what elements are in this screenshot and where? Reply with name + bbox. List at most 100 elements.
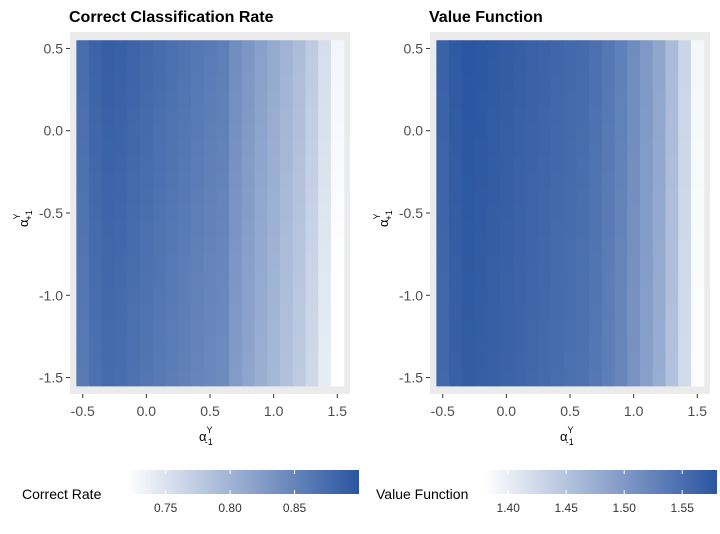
heatmap-tile	[216, 287, 230, 305]
heatmap-tile	[652, 73, 667, 91]
heatmap-tile	[267, 138, 281, 156]
heatmap-tile	[436, 369, 450, 387]
heatmap-tile	[678, 56, 692, 74]
heatmap-tile	[449, 171, 463, 189]
heatmap-tiles	[76, 40, 345, 387]
heatmap-tile	[241, 171, 256, 189]
heatmap-tile	[474, 106, 488, 124]
heatmap-tile	[563, 155, 577, 173]
heatmap-tile	[652, 89, 667, 107]
heatmap-tile	[280, 287, 294, 305]
heatmap-tile	[576, 40, 590, 58]
heatmap-tile	[76, 336, 90, 354]
heatmap-tile	[203, 106, 217, 124]
heatmap-tile	[127, 89, 141, 107]
heatmap-tile	[640, 319, 654, 337]
heatmap-tile	[165, 122, 179, 140]
heatmap-tile	[152, 303, 167, 321]
heatmap-tile	[165, 221, 179, 239]
heatmap-tiles	[436, 40, 705, 387]
legend-tick-label: 0.85	[283, 501, 307, 515]
heatmap-tile	[589, 287, 603, 305]
heatmap-tile	[525, 254, 539, 272]
panel-title: Value Function	[429, 9, 543, 26]
heatmap-tile	[241, 89, 256, 107]
heatmap-tile	[640, 56, 654, 74]
y-tick-label: -1.5	[399, 370, 423, 386]
heatmap-tile	[152, 188, 167, 206]
heatmap-tile	[601, 369, 616, 387]
heatmap-tile	[449, 319, 463, 337]
heatmap-tile	[140, 287, 154, 305]
x-tick-label: 0.5	[560, 403, 580, 419]
heatmap-tile	[627, 221, 641, 239]
heatmap-tile	[640, 287, 654, 305]
heatmap-tile	[589, 171, 603, 189]
heatmap-tile	[305, 254, 319, 272]
heatmap-tile	[89, 204, 103, 222]
heatmap-tile	[589, 221, 603, 239]
heatmap-tile	[165, 254, 179, 272]
heatmap-tile	[449, 254, 463, 272]
heatmap-tile	[127, 73, 141, 91]
heatmap-tile	[487, 352, 501, 370]
heatmap-tile	[101, 188, 116, 206]
heatmap-tile	[640, 303, 654, 321]
heatmap-tile	[525, 237, 539, 255]
heatmap-tile	[449, 89, 463, 107]
heatmap-tile	[305, 369, 319, 387]
heatmap-tile	[114, 171, 128, 189]
heatmap-tile	[474, 336, 488, 354]
heatmap-tile	[127, 254, 141, 272]
heatmap-tile	[652, 237, 667, 255]
heatmap-tile	[640, 188, 654, 206]
heatmap-tile	[292, 254, 307, 272]
heatmap-tile	[449, 287, 463, 305]
heatmap-tile	[627, 336, 641, 354]
heatmap-tile	[550, 221, 565, 239]
heatmap-tile	[690, 237, 705, 255]
heatmap-tile	[318, 122, 332, 140]
heatmap-tile	[550, 254, 565, 272]
heatmap-tile	[203, 56, 217, 74]
heatmap-tile	[538, 204, 552, 222]
heatmap-tile	[267, 319, 281, 337]
heatmap-tile	[576, 204, 590, 222]
heatmap-tile	[165, 270, 179, 288]
heatmap-tile	[474, 254, 488, 272]
heatmap-tile	[292, 237, 307, 255]
heatmap-tile	[652, 352, 667, 370]
heatmap-tile	[76, 254, 90, 272]
heatmap-tile	[229, 204, 243, 222]
heatmap-tile	[678, 138, 692, 156]
heatmap-tile	[76, 106, 90, 124]
heatmap-tile	[292, 369, 307, 387]
heatmap-tile	[538, 270, 552, 288]
heatmap-tile	[165, 204, 179, 222]
x-tick-label: 1.0	[624, 403, 644, 419]
heatmap-tile	[576, 106, 590, 124]
heatmap-tile	[216, 221, 230, 239]
heatmap-tile	[280, 171, 294, 189]
heatmap-tile	[678, 270, 692, 288]
heatmap-tile	[665, 40, 679, 58]
heatmap-tile	[114, 221, 128, 239]
heatmap-tile	[474, 155, 488, 173]
heatmap-tile	[241, 122, 256, 140]
heatmap-tile	[280, 138, 294, 156]
heatmap-tile	[652, 155, 667, 173]
heatmap-tile	[589, 138, 603, 156]
heatmap-tile	[690, 303, 705, 321]
heatmap-tile	[114, 287, 128, 305]
heatmap-tile	[576, 89, 590, 107]
heatmap-tile	[178, 270, 192, 288]
heatmap-tile	[461, 287, 476, 305]
heatmap-tile	[678, 221, 692, 239]
heatmap-tile	[665, 106, 679, 124]
heatmap-tile	[601, 89, 616, 107]
heatmap-tile	[203, 336, 217, 354]
heatmap-tile	[449, 188, 463, 206]
heatmap-tile	[627, 352, 641, 370]
heatmap-tile	[525, 155, 539, 173]
heatmap-tile	[89, 287, 103, 305]
